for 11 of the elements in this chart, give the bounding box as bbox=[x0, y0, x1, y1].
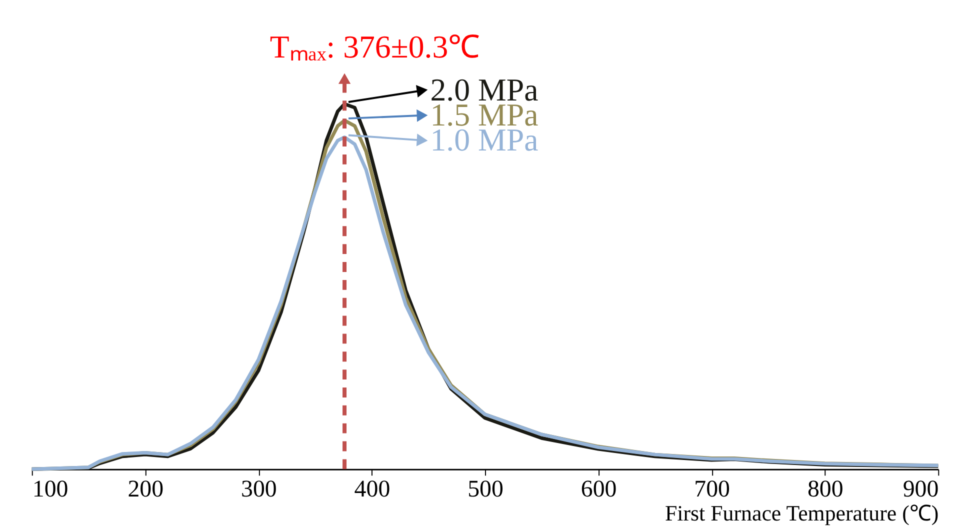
x-tick-label: 500 bbox=[468, 476, 504, 503]
x-tick-label: 300 bbox=[241, 476, 277, 503]
x-tick-label: 600 bbox=[580, 476, 617, 503]
x-tick-label: 100 bbox=[32, 476, 68, 503]
x-tick-label: 800 bbox=[807, 476, 844, 503]
x-tick-label: 900 bbox=[902, 476, 939, 503]
ref-line-label: Tₘₐₓ: 376±0.3℃ bbox=[270, 30, 480, 65]
x-tick-label: 200 bbox=[128, 476, 164, 503]
x-tick-label: 400 bbox=[354, 476, 390, 503]
x-axis-title: First Furnace Temperature (℃) bbox=[664, 500, 939, 526]
x-tick-label: 700 bbox=[694, 476, 730, 503]
